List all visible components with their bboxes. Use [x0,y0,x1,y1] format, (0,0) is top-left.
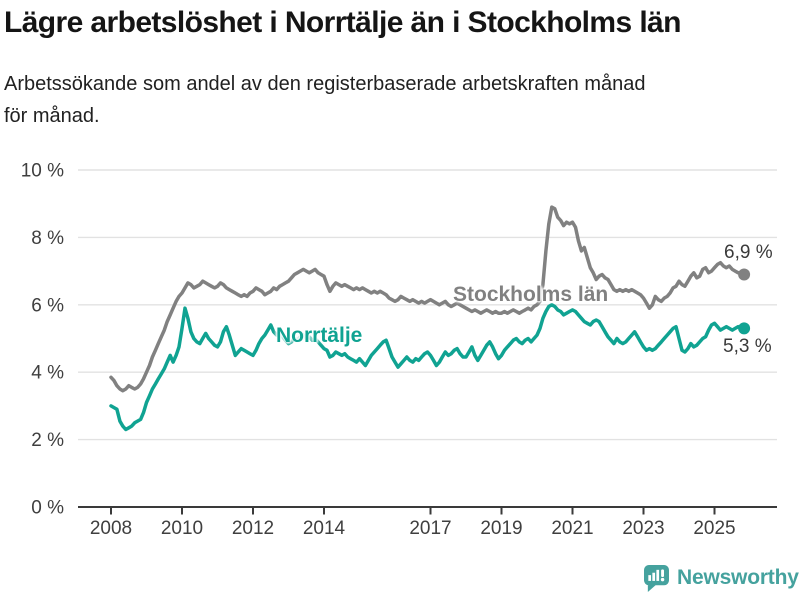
chart-subtitle-line2: för månad. [4,105,100,127]
brand-name: Newsworthy [677,566,799,589]
y-axis-label: 2 % [31,430,64,451]
y-axis-label: 6 % [31,295,64,316]
chart-subtitle: Arbetssökande som andel av den registerb… [4,68,784,132]
series-line-stockholms-lan [109,205,746,393]
series-line-norrtalje [109,303,746,432]
newsworthy-logo-icon [644,564,669,592]
y-axis-label: 0 % [31,498,64,519]
end-value-label-stockholms-lan: 6,9 % [724,242,773,263]
y-axis-label: 10 % [21,161,64,182]
logo-bar-3 [656,569,660,581]
x-axis-label: 2023 [622,518,664,539]
chart-title: Lägre arbetslöshet i Norrtälje än i Stoc… [4,6,681,39]
x-axis-label: 2019 [480,518,522,539]
x-axis-label: 2014 [303,518,346,539]
x-axis-label: 2012 [232,518,274,539]
x-axis-label: 2021 [551,518,593,539]
x-axis-label: 2010 [161,518,203,539]
x-axis-label: 2025 [693,518,735,539]
logo-bar-1 [648,574,652,581]
y-axis-label: 4 % [31,363,64,384]
series-label-norrtalje: Norrtälje [276,324,363,347]
newsworthy-branding: Newsworthy [644,563,799,593]
y-axis-label: 8 % [31,228,64,249]
logo-bar-2 [652,572,656,581]
logo-exclamation-dot [660,577,665,581]
x-axis-label: 2008 [90,518,132,539]
series-end-dot-norrtalje [738,322,751,335]
logo-exclamation-bar [661,568,664,577]
series-end-dot-stockholms-lan [738,268,751,281]
x-axis-label: 2017 [409,518,451,539]
end-value-label-norrtalje: 5,3 % [723,336,772,357]
series-label-stockholms-lan: Stockholms län [453,283,609,306]
chart-subtitle-line1: Arbetssökande som andel av den registerb… [4,73,646,95]
